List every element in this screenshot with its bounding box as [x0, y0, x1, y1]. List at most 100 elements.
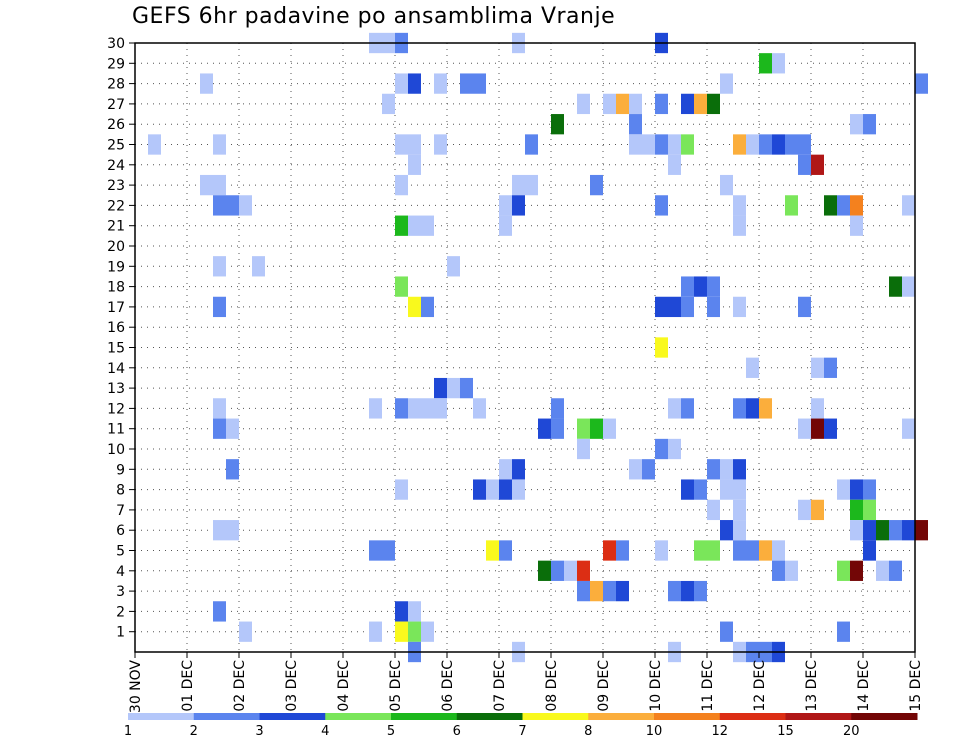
- x-tick-label: 09 DEC: [596, 660, 612, 712]
- heatmap-cell: [733, 540, 746, 561]
- y-tick-label: 25: [107, 138, 125, 154]
- heatmap-cell: [720, 459, 733, 480]
- y-tick-label: 11: [107, 422, 125, 438]
- heatmap-cell: [395, 134, 408, 155]
- heatmap-cell: [395, 621, 408, 642]
- y-tick-label: 18: [107, 280, 125, 296]
- heatmap-cell: [850, 114, 863, 135]
- heatmap-cell: [395, 276, 408, 297]
- heatmap-cell: [525, 174, 538, 196]
- heatmap-cell: [499, 459, 512, 480]
- heatmap-cell: [837, 195, 850, 216]
- heatmap-cell: [707, 276, 720, 297]
- heatmap-cell: [746, 540, 759, 561]
- heatmap-cell: [213, 601, 226, 622]
- heatmap-cell: [382, 540, 395, 561]
- y-tick-label: 28: [107, 77, 125, 93]
- heatmap-cell: [707, 540, 720, 561]
- legend-swatch: [391, 713, 458, 720]
- y-tick-label: 6: [116, 523, 125, 539]
- heatmap-cell: [811, 418, 824, 439]
- heatmap-cell: [226, 195, 239, 216]
- x-tick-label: 05 DEC: [388, 660, 404, 712]
- heatmap-cell: [668, 398, 681, 419]
- heatmap-cell: [889, 276, 902, 297]
- heatmap-cell: [512, 479, 525, 500]
- y-tick-label: 19: [107, 259, 125, 275]
- heatmap-cell: [239, 195, 252, 216]
- heatmap-cell: [148, 134, 161, 155]
- heatmap-cell: [642, 459, 655, 480]
- heatmap-cell: [252, 256, 265, 277]
- heatmap-cell: [577, 93, 590, 115]
- heatmap-cell: [369, 540, 382, 561]
- heatmap-cell: [226, 418, 239, 439]
- heatmap-cell: [213, 195, 226, 216]
- heatmap-cell: [902, 195, 915, 216]
- heatmap-cell: [577, 418, 590, 439]
- heatmap-cell: [538, 560, 551, 581]
- y-tick-label: 17: [107, 300, 125, 316]
- heatmap-cell: [824, 357, 837, 378]
- heatmap-cell: [889, 520, 902, 541]
- heatmap-cell: [655, 93, 668, 115]
- heatmap-cell: [421, 621, 434, 642]
- heatmap-cell: [863, 114, 876, 135]
- heatmap-cell: [746, 134, 759, 155]
- heatmap-cell: [447, 256, 460, 277]
- heatmap-cell: [434, 398, 447, 419]
- heatmap-cell: [772, 540, 785, 561]
- heatmap-cell: [213, 520, 226, 541]
- heatmap-cell: [707, 459, 720, 480]
- y-tick-label: 27: [107, 97, 125, 113]
- heatmap-cell: [681, 296, 694, 318]
- legend-swatch: [588, 713, 655, 720]
- heatmap-cell: [850, 560, 863, 581]
- heatmap-cell: [902, 276, 915, 297]
- heatmap-cell: [395, 174, 408, 196]
- heatmap-cell: [408, 154, 421, 175]
- heatmap-cell: [629, 459, 642, 480]
- heatmap-cell: [226, 520, 239, 541]
- legend-swatch: [259, 713, 326, 720]
- legend-swatch: [785, 713, 852, 720]
- y-tick-label: 15: [107, 341, 125, 357]
- heatmap-cell: [655, 134, 668, 155]
- heatmap-cell: [681, 276, 694, 297]
- heatmap-cell: [486, 540, 499, 561]
- heatmap-cell: [421, 215, 434, 236]
- legend-label: 4: [321, 724, 329, 739]
- y-axis: 1234567891011121314151617181920212223242…: [107, 36, 135, 641]
- x-axis: 30 NOV 01 DEC 02 DEC 03 DEC 04 DEC 05 DEC 06 D…: [128, 652, 924, 713]
- heatmap-cell: [512, 459, 525, 480]
- heatmap-cell: [902, 418, 915, 439]
- heatmap-cell: [720, 174, 733, 196]
- heatmap-cell: [408, 398, 421, 419]
- heatmap-cell: [759, 540, 772, 561]
- legend-swatch: [128, 713, 195, 720]
- y-tick-label: 4: [116, 564, 125, 580]
- heatmap-cell: [213, 256, 226, 277]
- heatmap-cell: [694, 93, 707, 115]
- heatmap-cell: [889, 560, 902, 581]
- heatmap-cell: [837, 621, 850, 642]
- heatmap-cell: [759, 134, 772, 155]
- heatmap-cell: [798, 418, 811, 439]
- heatmap-cell: [629, 93, 642, 115]
- heatmap-cell: [460, 377, 473, 399]
- heatmap-cell: [798, 499, 811, 521]
- heatmap-cell: [746, 398, 759, 419]
- y-tick-label: 20: [107, 239, 125, 255]
- y-tick-label: 1: [116, 625, 125, 641]
- heatmap-cell: [603, 580, 616, 602]
- heatmap-cell: [863, 479, 876, 500]
- y-tick-label: 8: [116, 483, 125, 499]
- heatmap-cell: [785, 134, 798, 155]
- y-tick-label: 21: [107, 219, 125, 235]
- legend-label: 6: [453, 724, 461, 739]
- y-tick-label: 24: [107, 158, 125, 174]
- heatmap-cell: [681, 398, 694, 419]
- heatmap-cell: [720, 73, 733, 94]
- heatmap-cell: [785, 195, 798, 216]
